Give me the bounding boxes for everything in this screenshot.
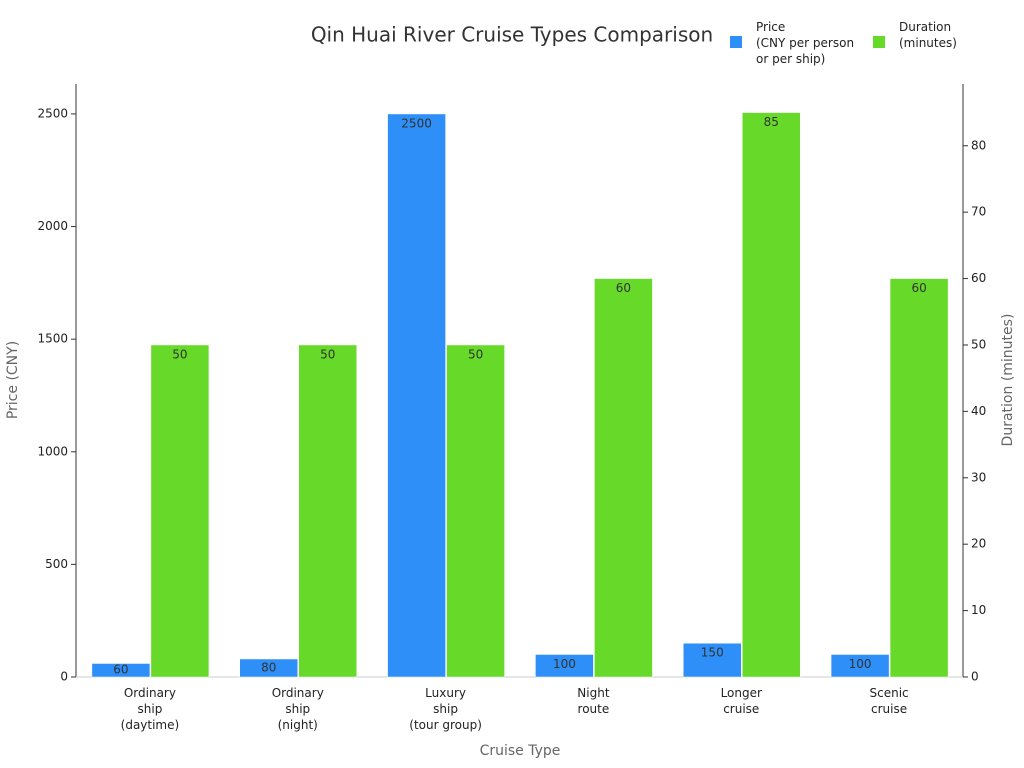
x-tick-label: Ordinary ship (night) xyxy=(272,686,324,732)
x-tick-label: Night route xyxy=(577,686,610,716)
value-label: 80 xyxy=(261,660,276,674)
x-axis-title: Cruise Type xyxy=(480,743,561,759)
y2-tick-label: 40 xyxy=(971,404,986,418)
legend-swatch xyxy=(730,36,742,48)
y-tick-label: 500 xyxy=(45,557,68,571)
y-tick-label: 1000 xyxy=(37,444,68,458)
bar xyxy=(535,654,594,678)
chart-title: Qin Huai River Cruise Types Comparison xyxy=(311,23,713,47)
y-tick-label: 1500 xyxy=(37,332,68,346)
bar xyxy=(91,663,151,678)
bar xyxy=(830,654,890,678)
y2-tick-label: 60 xyxy=(971,271,986,285)
value-label: 50 xyxy=(172,347,187,361)
y2-tick-label: 10 xyxy=(971,603,986,617)
value-label: 60 xyxy=(616,281,631,295)
value-label: 85 xyxy=(764,115,779,129)
legend-swatch xyxy=(873,36,885,48)
legend-label: Duration (minutes) xyxy=(899,20,957,50)
value-label: 100 xyxy=(553,657,576,671)
x-tick-label: Luxury ship (tour group) xyxy=(409,686,482,732)
bar xyxy=(889,278,949,678)
y2-tick-label: 80 xyxy=(971,138,986,152)
x-tick-label: Ordinary ship (daytime) xyxy=(121,686,180,732)
x-tick-label: Scenic cruise xyxy=(870,686,909,716)
x-tick-label: Longer cruise xyxy=(721,686,762,716)
y2-tick-label: 0 xyxy=(971,670,979,684)
y2-tick-label: 30 xyxy=(971,470,986,484)
bar xyxy=(387,113,446,678)
bar xyxy=(594,278,653,678)
bar xyxy=(298,344,357,678)
y-tick-label: 2000 xyxy=(37,219,68,233)
value-label: 150 xyxy=(701,646,724,660)
y-tick-label: 2500 xyxy=(37,106,68,120)
bar xyxy=(446,344,505,678)
value-label: 2500 xyxy=(401,116,432,130)
y2-tick-label: 70 xyxy=(971,205,986,219)
bar xyxy=(150,344,210,678)
bar xyxy=(742,112,801,678)
y-tick-label: 0 xyxy=(60,670,68,684)
value-label: 50 xyxy=(468,347,483,361)
bar xyxy=(683,642,742,678)
y2-tick-label: 20 xyxy=(971,537,986,551)
legend-label: Price (CNY per person or per ship) xyxy=(756,20,854,66)
value-label: 60 xyxy=(113,663,128,677)
value-label: 50 xyxy=(320,347,335,361)
y2-tick-label: 50 xyxy=(971,337,986,351)
value-label: 60 xyxy=(911,281,926,295)
value-label: 100 xyxy=(849,657,872,671)
y-axis-title: Price (CNY) xyxy=(5,341,21,419)
bar xyxy=(239,658,298,678)
y2-axis-title: Duration (minutes) xyxy=(1000,314,1016,447)
